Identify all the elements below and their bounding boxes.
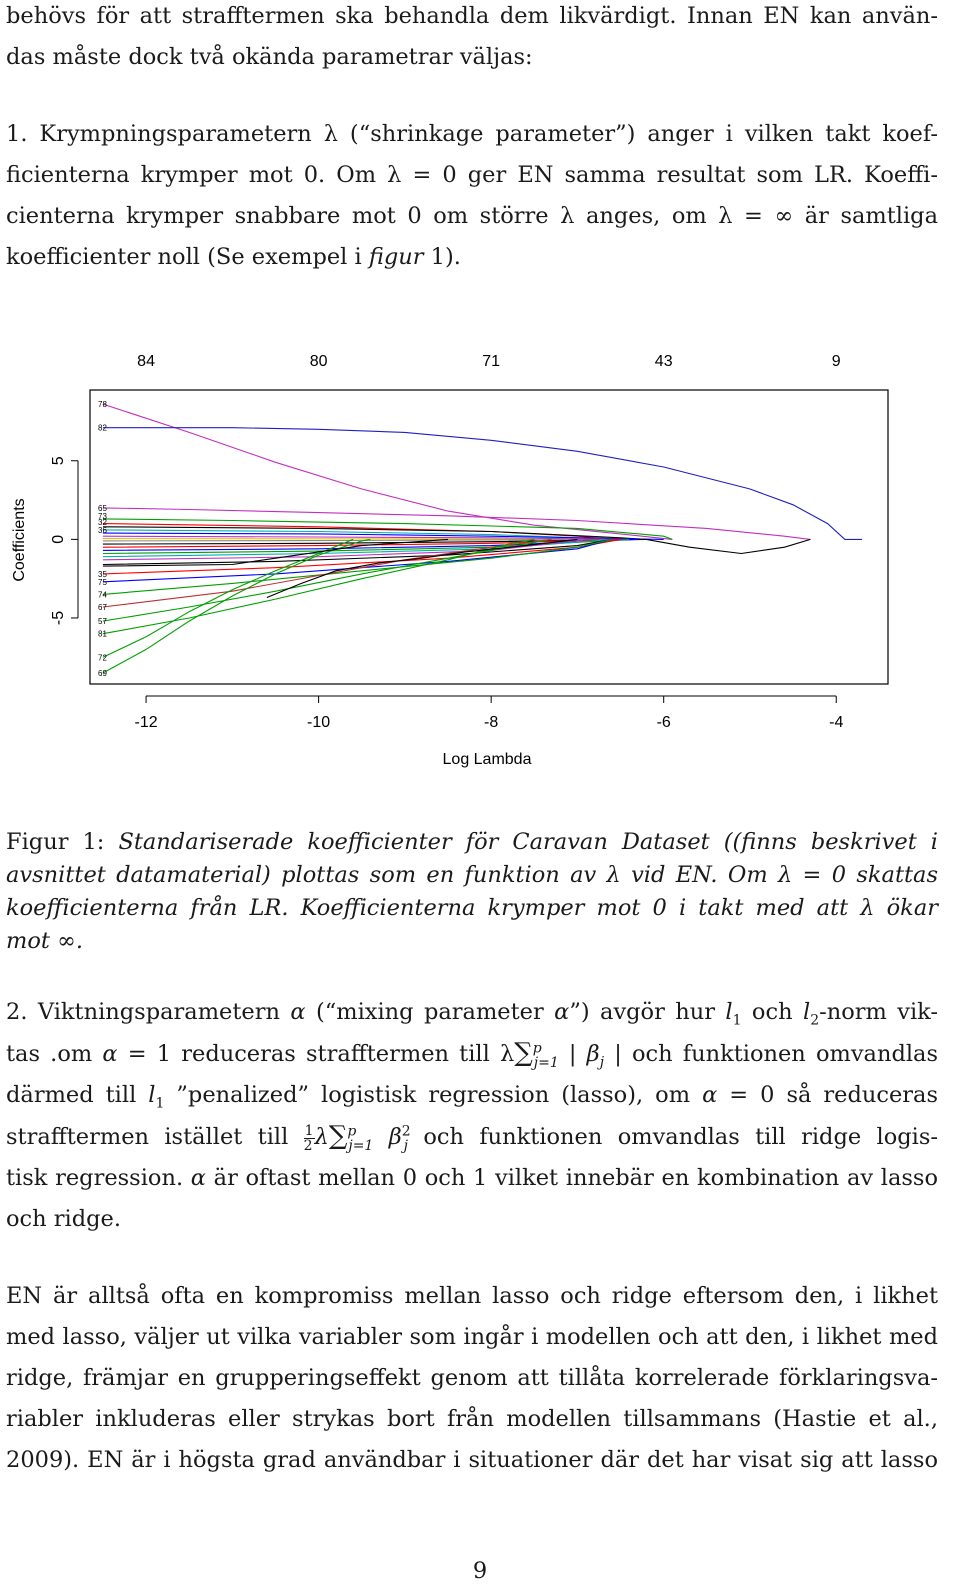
item-1-paragraph: 1. Krympningsparametern λ (“shrinkage pa… (6, 114, 938, 278)
plot-border (89, 389, 889, 685)
coefficient-label: 69 (98, 669, 107, 678)
closing-paragraph: EN är alltså ofta en kompromiss mellan l… (6, 1276, 938, 1481)
coefficient-label: 82 (98, 424, 107, 433)
x-axis-label: Log Lambda (443, 751, 532, 768)
left-axis: -5 0 5 (50, 456, 79, 625)
coefficient-path (102, 538, 612, 566)
coefficient-path (102, 538, 552, 622)
caption-line: Figur 1: Standariserade koefficienter fö… (6, 829, 938, 855)
intro-line: das måste dock två okända parametrar väl… (6, 44, 533, 70)
caption-line: koefficienterna från LR. Koefficienterna… (6, 895, 938, 921)
coefficient-label: 78 (98, 400, 107, 409)
item-2-line: 2. Viktningsparametern α (“mixing parame… (6, 999, 938, 1029)
x-tick-label: -12 (135, 714, 158, 731)
top-axis-label: 71 (482, 353, 500, 370)
coefficient-label: 32 (98, 518, 107, 527)
caption-label: Figur 1: (6, 829, 105, 855)
item-2-line: tisk regression. α är oftast mellan 0 oc… (6, 1165, 938, 1191)
coefficient-path (646, 538, 811, 555)
coefficient-path (102, 538, 535, 635)
closing-line: riabler inkluderas eller strykas bort fr… (6, 1406, 938, 1432)
coefficient-path (102, 538, 587, 561)
coefficient-path (102, 538, 612, 558)
coefficient-path (102, 532, 664, 540)
coefficient-path (102, 538, 371, 674)
coefficient-label: 65 (98, 504, 107, 513)
coefficient-path-chart: 84 80 71 43 9 -12 -10 -8 -6 -4 -5 0 5 78 82 65733236… (11, 353, 889, 768)
coefficient-label: 36 (98, 526, 107, 535)
closing-line: ridge, främjar en grupperingseﬀekt genom… (6, 1365, 938, 1391)
coefficient-label: 35 (98, 570, 107, 579)
figure-reference[interactable]: figur (368, 244, 424, 270)
closing-line: 2009). EN är i högsta grad användbar i s… (6, 1447, 938, 1473)
closing-line: med lasso, väljer ut vilka variabler som… (6, 1324, 938, 1350)
coefficient-path (102, 538, 613, 583)
x-tick-label: -6 (657, 714, 671, 731)
item-2-line: straﬀtermen istället till 1 2 λ∑pj=1 β2j o… (6, 1121, 939, 1154)
coefficient-label: 74 (98, 590, 107, 599)
coefficient-path (102, 427, 863, 540)
caption-line: mot ∞. (6, 928, 83, 954)
item-2-paragraph: 2. Viktningsparametern α (“mixing parame… (6, 992, 938, 1240)
closing-line: EN är alltså ofta en kompromiss mellan l… (6, 1283, 938, 1309)
coefficient-path (102, 538, 449, 567)
coefficient-label: 73 (98, 512, 107, 521)
coefficient-label: 57 (98, 617, 107, 626)
caption-line: avsnittet datamaterial) plottas som en f… (6, 862, 938, 888)
intro-line: behövs för att straﬀtermen ska behandla … (6, 3, 938, 29)
coefficient-label: 67 (98, 603, 107, 612)
coefficient-path (102, 535, 630, 540)
x-tick-label: -8 (484, 714, 498, 731)
top-axis: 84 80 71 43 9 (137, 353, 841, 370)
item-1-line: cienterna krymper snabbare mot 0 om stör… (6, 203, 938, 229)
top-axis-label: 9 (832, 353, 841, 370)
coefficient-path (102, 538, 354, 658)
coefficient-path (102, 403, 673, 540)
page-number: 9 (472, 1558, 488, 1584)
item-2-line: därmed till l1 ”penalized” logistisk reg… (6, 1082, 939, 1112)
item-2-line: och ridge. (6, 1206, 122, 1232)
coefficient-label: 72 (98, 653, 107, 662)
y-axis-label: Coefficients (11, 498, 28, 581)
coefficient-label: 75 (98, 578, 107, 587)
bottom-axis: -12 -10 -8 -6 -4 (135, 695, 843, 731)
y-tick-label: 5 (50, 456, 67, 465)
x-tick-label: -10 (307, 714, 330, 731)
coefficient-path (102, 538, 621, 548)
coefficient-path (102, 538, 535, 540)
x-tick-label: -4 (829, 714, 843, 731)
item-1-line: 1. Krympningsparametern λ (“shrinkage pa… (6, 121, 938, 147)
intro-paragraph: behövs för att straﬀtermen ska behandla … (6, 0, 938, 78)
coefficient-path (266, 538, 578, 599)
coefficient-path (102, 538, 638, 551)
top-axis-label: 80 (310, 353, 328, 370)
coefficient-path (102, 507, 811, 540)
item-2-line: tas .om α = 1 reduceras straﬀtermen till… (6, 1038, 939, 1071)
plot-frame (89, 389, 889, 685)
coefficient-path (102, 518, 673, 540)
series-group (102, 403, 863, 674)
y-tick-label: 0 (50, 535, 67, 544)
top-axis-label: 84 (137, 353, 155, 370)
item-1-line: koefficienter noll (Se exempel i figur 1… (6, 244, 461, 270)
coefficient-label: 81 (98, 630, 107, 639)
top-axis-label: 43 (655, 353, 673, 370)
y-tick-label: -5 (50, 611, 67, 625)
figure-caption: Figur 1: Standariserade koefficienter fö… (6, 826, 938, 958)
item-1-line: ficienterna krymper mot 0. Om λ = 0 ger … (6, 162, 938, 188)
